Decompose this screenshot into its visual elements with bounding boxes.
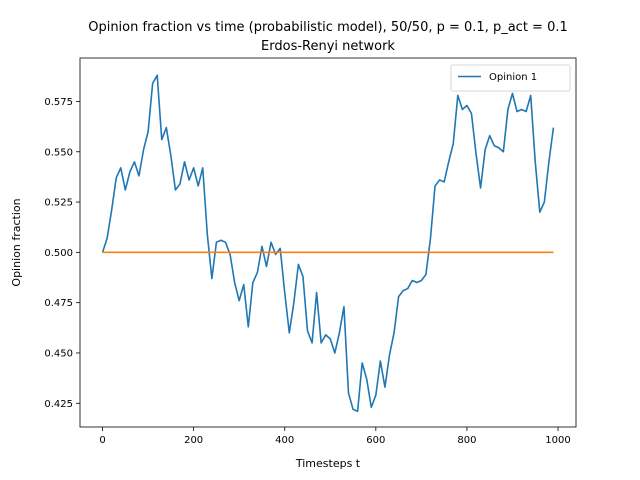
series-line-1 bbox=[101, 74, 555, 413]
y-axis-ticks: 0.425 0.450 0.475 0.500 0.525 0.550 0.575 bbox=[44, 97, 80, 410]
y-tick-label: 0.425 bbox=[44, 399, 73, 410]
chart-subtitle: Erdos-Renyi network bbox=[261, 39, 395, 54]
plot-frame bbox=[79, 57, 577, 428]
chart-title: Opinion fraction vs time (probabilistic … bbox=[88, 20, 568, 35]
y-tick-label: 0.575 bbox=[44, 97, 73, 108]
legend-box bbox=[450, 64, 571, 92]
x-tick-label: 400 bbox=[275, 435, 294, 446]
x-tick-label: 800 bbox=[457, 435, 476, 446]
series-lines bbox=[101, 74, 555, 413]
y-axis-label: Opinion fraction bbox=[10, 198, 23, 286]
x-tick-label: 200 bbox=[184, 435, 203, 446]
legend-label-opinion-1: Opinion 1 bbox=[489, 72, 537, 83]
y-tick-label: 0.525 bbox=[44, 198, 73, 209]
legend: Opinion 1 bbox=[450, 64, 571, 92]
y-tick-label: 0.450 bbox=[44, 348, 73, 359]
x-axis-label: Timesteps t bbox=[295, 457, 361, 470]
x-tick-label: 600 bbox=[366, 435, 385, 446]
y-tick-label: 0.475 bbox=[44, 298, 73, 309]
x-tick-label: 0 bbox=[99, 435, 105, 446]
x-axis-ticks: 0 200 400 600 800 1000 bbox=[99, 427, 571, 446]
x-tick-label: 1000 bbox=[545, 435, 570, 446]
y-tick-label: 0.550 bbox=[44, 147, 73, 158]
y-tick-label: 0.500 bbox=[44, 248, 73, 259]
